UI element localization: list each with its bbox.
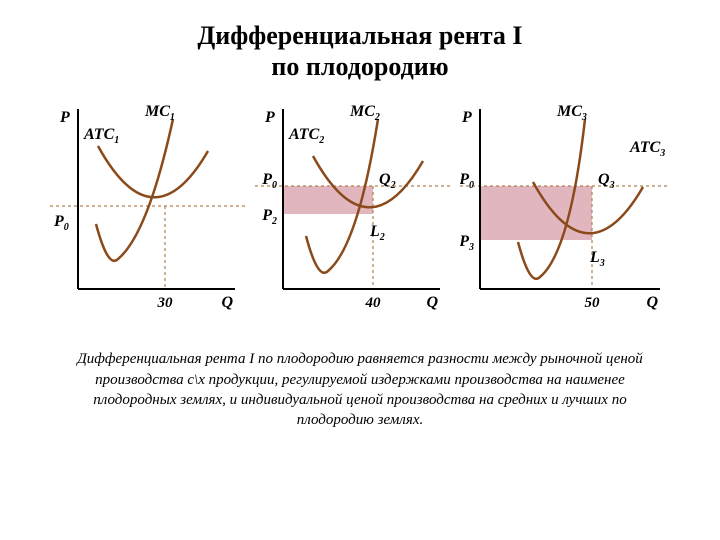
svg-text:P0: P0 [261,171,277,191]
svg-text:50: 50 [585,295,601,311]
page-title: Дифференциальная рента I по плодородию [30,20,690,82]
svg-text:ATC2: ATC2 [288,126,324,146]
svg-text:P: P [59,109,70,126]
svg-text:Q: Q [221,294,233,311]
svg-text:L2: L2 [369,223,385,243]
caption-text: Дифференциальная рента I по плодородию р… [30,349,690,430]
chart-3: P MC3 ATC3 P0 P3 Q3 L3 50 Q [460,94,670,329]
svg-text:P: P [461,109,472,126]
svg-text:Q3: Q3 [598,171,615,191]
title-line2: по плодородию [271,52,448,81]
svg-text:30: 30 [157,295,174,311]
svg-text:MC2: MC2 [349,103,380,123]
svg-text:Q: Q [426,294,438,311]
svg-text:P0: P0 [53,213,69,233]
svg-text:P3: P3 [460,233,474,253]
svg-text:ATC1: ATC1 [83,126,119,146]
chart-1: P MC1 ATC1 P0 30 Q [50,94,245,329]
svg-text:P: P [264,109,275,126]
title-line1: Дифференциальная рента I [197,21,522,50]
svg-text:Q2: Q2 [379,171,396,191]
svg-text:P0: P0 [460,171,474,191]
charts-row: P MC1 ATC1 P0 30 Q P MC2 ATC2 P0 P2 Q2 L2 40 Q P MC3 AT… [30,94,690,329]
svg-text:P2: P2 [261,207,277,227]
svg-text:L3: L3 [589,249,605,269]
svg-text:Q: Q [646,294,658,311]
chart-2: P MC2 ATC2 P0 P2 Q2 L2 40 Q [255,94,450,329]
svg-text:40: 40 [365,295,382,311]
svg-text:MC1: MC1 [144,103,175,123]
svg-text:ATC3: ATC3 [629,139,665,159]
svg-text:MC3: MC3 [556,103,587,123]
